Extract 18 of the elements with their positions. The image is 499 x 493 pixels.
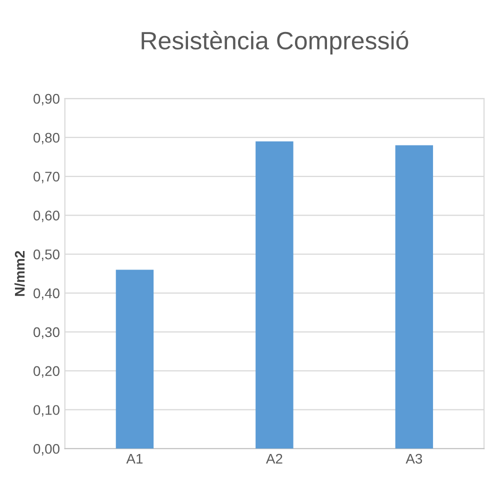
y-tick-label: 0,80	[34, 132, 60, 144]
y-tick-label: 0,50	[34, 250, 60, 261]
y-tick-label: 0,70	[34, 172, 60, 184]
x-tick-label: A3	[406, 454, 422, 464]
x-tick-label: A1	[126, 454, 143, 464]
chart-title: Resistència Compressió	[142, 30, 408, 54]
bar	[395, 145, 434, 449]
y-axis-title: N/mm2	[14, 251, 25, 296]
y-tick-label: 0,20	[34, 366, 60, 378]
y-tick-label: 0,30	[34, 327, 60, 339]
y-tick-label: 0,00	[34, 444, 60, 456]
y-tick-label: 0,90	[34, 94, 60, 106]
y-tick-label: 0,10	[34, 405, 60, 417]
bar	[116, 270, 154, 449]
x-tick-label: A2	[266, 454, 282, 464]
y-tick-label: 0,60	[34, 210, 60, 222]
y-tick-label: 0,40	[34, 288, 60, 300]
bar	[256, 141, 294, 449]
